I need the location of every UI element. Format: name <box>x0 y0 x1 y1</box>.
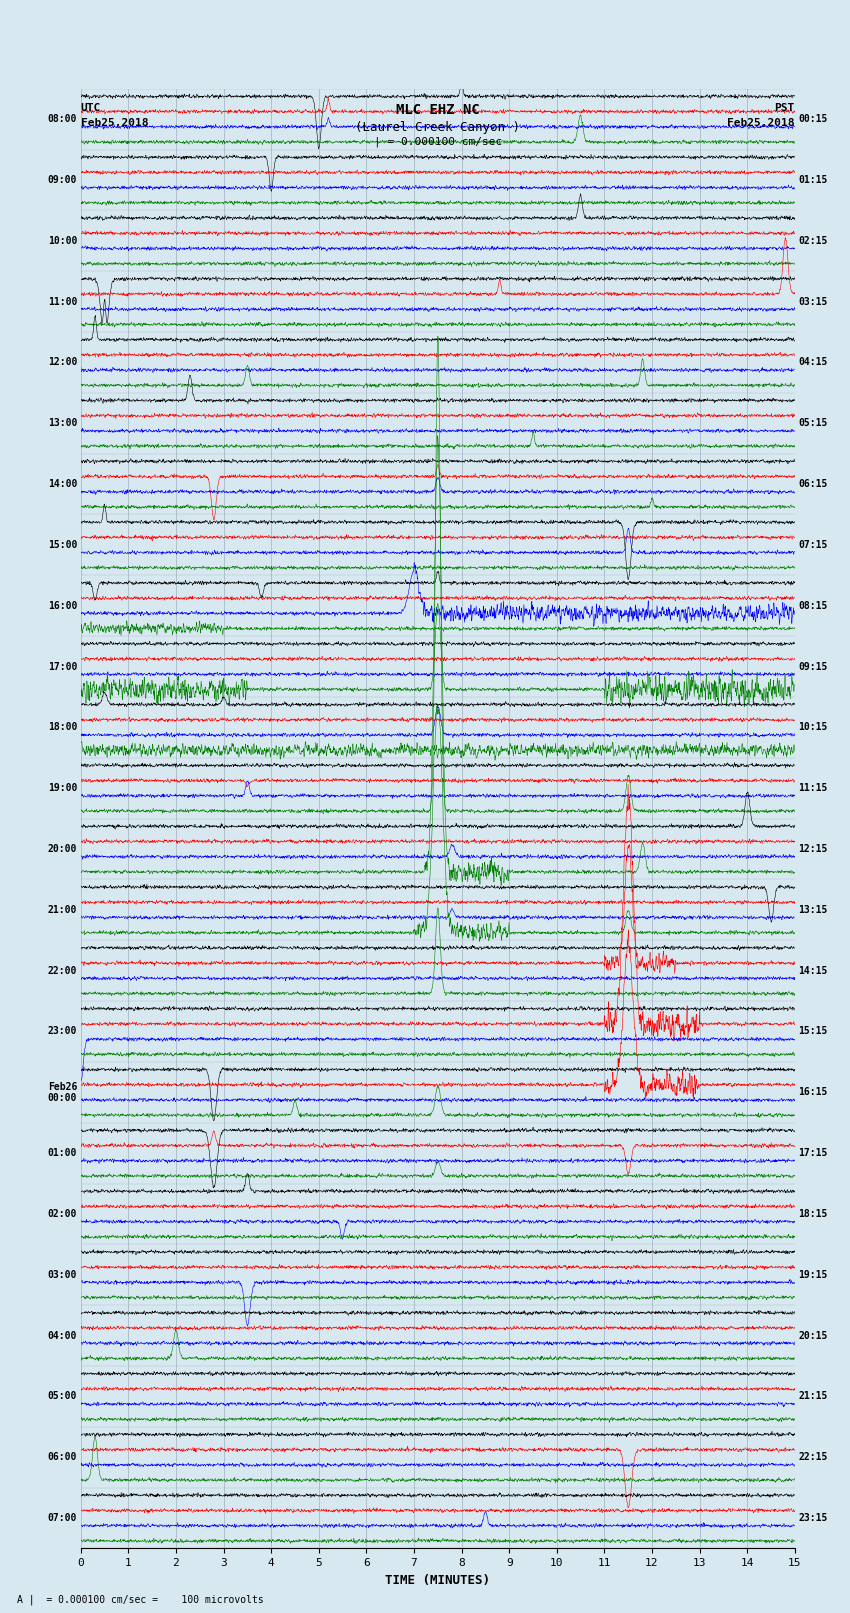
Text: 10:15: 10:15 <box>798 723 828 732</box>
Text: 20:00: 20:00 <box>48 844 77 853</box>
Text: 18:00: 18:00 <box>48 723 77 732</box>
Text: 12:00: 12:00 <box>48 358 77 368</box>
Text: 06:00: 06:00 <box>48 1452 77 1463</box>
Text: 04:15: 04:15 <box>798 358 828 368</box>
Text: 04:00: 04:00 <box>48 1331 77 1340</box>
Text: 05:00: 05:00 <box>48 1392 77 1402</box>
Text: 19:00: 19:00 <box>48 784 77 794</box>
Text: 06:15: 06:15 <box>798 479 828 489</box>
Text: 16:15: 16:15 <box>798 1087 828 1097</box>
Text: 10:00: 10:00 <box>48 235 77 245</box>
Text: 11:15: 11:15 <box>798 784 828 794</box>
Text: (Laurel Creek Canyon ): (Laurel Creek Canyon ) <box>355 121 520 134</box>
Text: 07:00: 07:00 <box>48 1513 77 1523</box>
Text: 12:15: 12:15 <box>798 844 828 853</box>
Text: 21:15: 21:15 <box>798 1392 828 1402</box>
Text: 01:00: 01:00 <box>48 1148 77 1158</box>
Text: Feb25,2018: Feb25,2018 <box>81 118 148 127</box>
Text: Feb26
00:00: Feb26 00:00 <box>48 1081 77 1103</box>
Text: 11:00: 11:00 <box>48 297 77 306</box>
Text: 14:00: 14:00 <box>48 479 77 489</box>
Text: PST: PST <box>774 103 795 113</box>
Text: 22:15: 22:15 <box>798 1452 828 1463</box>
Text: 05:15: 05:15 <box>798 418 828 427</box>
Text: 09:00: 09:00 <box>48 174 77 185</box>
Text: 09:15: 09:15 <box>798 661 828 671</box>
Text: 18:15: 18:15 <box>798 1210 828 1219</box>
Text: 00:15: 00:15 <box>798 115 828 124</box>
Text: 02:00: 02:00 <box>48 1210 77 1219</box>
Text: 03:00: 03:00 <box>48 1269 77 1279</box>
Text: UTC: UTC <box>81 103 101 113</box>
Text: 08:15: 08:15 <box>798 600 828 611</box>
Text: 21:00: 21:00 <box>48 905 77 915</box>
Text: 13:00: 13:00 <box>48 418 77 427</box>
Text: 17:15: 17:15 <box>798 1148 828 1158</box>
Text: 15:15: 15:15 <box>798 1026 828 1037</box>
Text: 16:00: 16:00 <box>48 600 77 611</box>
Text: 07:15: 07:15 <box>798 540 828 550</box>
Text: 22:00: 22:00 <box>48 966 77 976</box>
X-axis label: TIME (MINUTES): TIME (MINUTES) <box>385 1574 490 1587</box>
Text: A |  = 0.000100 cm/sec =    100 microvolts: A | = 0.000100 cm/sec = 100 microvolts <box>17 1594 264 1605</box>
Text: 23:15: 23:15 <box>798 1513 828 1523</box>
Text: 03:15: 03:15 <box>798 297 828 306</box>
Text: 02:15: 02:15 <box>798 235 828 245</box>
Text: 17:00: 17:00 <box>48 661 77 671</box>
Text: 08:00: 08:00 <box>48 115 77 124</box>
Text: 14:15: 14:15 <box>798 966 828 976</box>
Text: 15:00: 15:00 <box>48 540 77 550</box>
Text: | = 0.000100 cm/sec: | = 0.000100 cm/sec <box>374 137 502 147</box>
Text: 13:15: 13:15 <box>798 905 828 915</box>
Text: 01:15: 01:15 <box>798 174 828 185</box>
Text: 23:00: 23:00 <box>48 1026 77 1037</box>
Text: Feb25,2018: Feb25,2018 <box>728 118 795 127</box>
Text: 20:15: 20:15 <box>798 1331 828 1340</box>
Text: 19:15: 19:15 <box>798 1269 828 1279</box>
Text: MLC EHZ NC: MLC EHZ NC <box>396 103 479 118</box>
